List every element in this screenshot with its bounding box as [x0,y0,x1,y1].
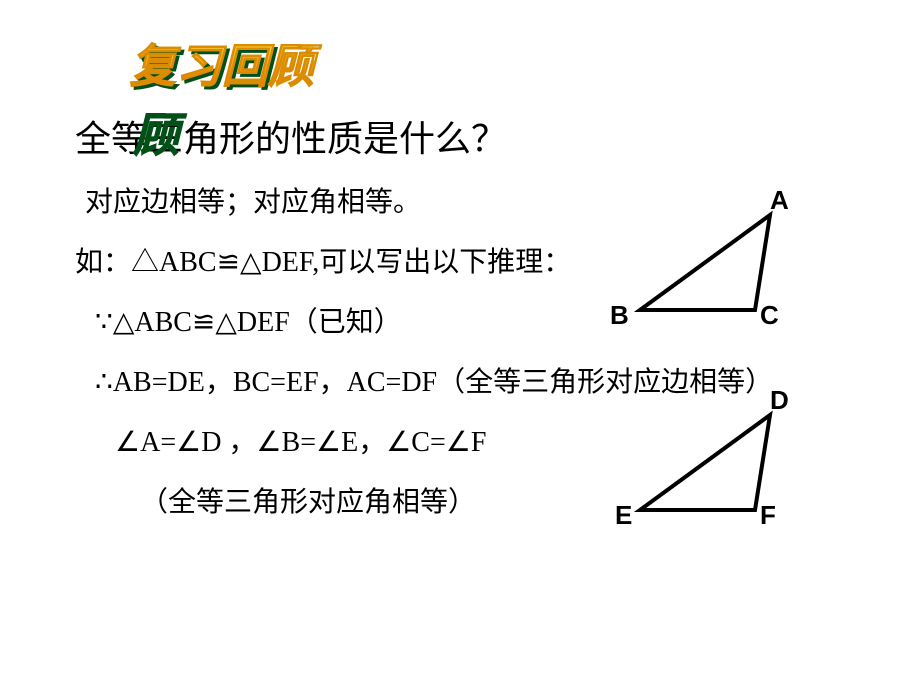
text-line-angles: ∠A=∠D ，∠B=∠E，∠C=∠F [115,420,486,460]
triangle-abc-label-c: C [760,300,779,331]
text-line-because: ∵△ABC≌△DEF（已知） [95,300,402,340]
triangle-abc-label-a: A [770,185,789,216]
triangle-def-label-f: F [760,500,776,531]
triangle-def-label-d: D [770,385,789,416]
text-line-example_intro: 如：△ABC≌△DEF,可以写出以下推理： [75,240,571,280]
text-line-therefore_sides: ∴AB=DE，BC=EF，AC=DF（全等三角形对应边相等） [95,360,773,400]
text-line-reason_angles: （全等三角形对应角相等） [140,480,476,520]
triangle-def-label-e: E [615,500,632,531]
text-line-answer1: 对应边相等；对应角相等。 [85,180,421,220]
slide-title: 复习回顾 复习回顾 [130,30,314,96]
triangle-abc-label-b: B [610,300,629,331]
slide-title-front: 复习回顾 [130,41,314,92]
